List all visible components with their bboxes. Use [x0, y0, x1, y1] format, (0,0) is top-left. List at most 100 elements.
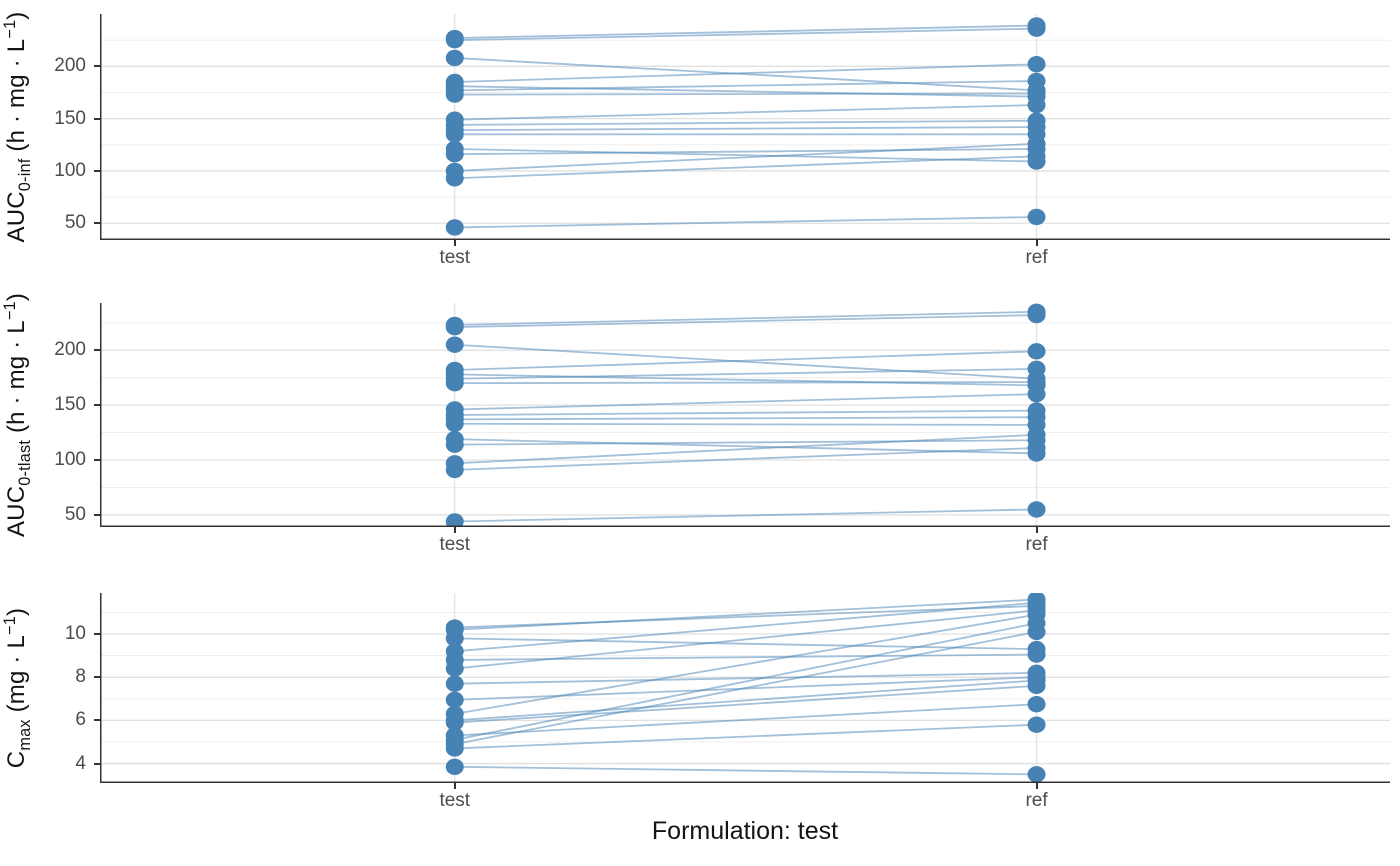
subject-line	[454, 350, 1037, 371]
subject-line	[454, 409, 1037, 416]
subject-line	[454, 684, 1037, 724]
y-title-units: (mg · L	[3, 634, 31, 720]
data-point-test	[445, 415, 464, 432]
data-point-test	[445, 714, 464, 731]
subject-line	[454, 433, 1037, 465]
subject-line	[454, 447, 1037, 471]
x-tick-label-ref: ref	[1025, 534, 1048, 555]
y-axis-title-cmax: Cmax (mg · L−1)	[1, 608, 35, 768]
y-axis-title-column: Cmax (mg · L−1)	[0, 593, 36, 813]
data-point-test	[445, 758, 464, 776]
data-point-test	[445, 691, 464, 709]
plot-svg-auc0tlast	[100, 303, 1390, 527]
y-tick-label: 50	[64, 503, 86, 525]
data-point-ref	[1027, 373, 1046, 391]
data-point-test	[445, 513, 464, 527]
subject-line	[454, 422, 1037, 426]
y-tick-mark	[94, 117, 100, 120]
subject-line	[454, 622, 1037, 741]
subject-line	[454, 104, 1037, 121]
data-point-ref	[1027, 72, 1046, 90]
y-tick-mark	[94, 719, 100, 722]
panel-auc0inf: AUC0-inf (h · mg · L−1) 50 100 150 200 test…	[0, 12, 1400, 270]
panel-auc0tlast: AUC0-tlast (h · mg · L−1) 50 100 150 200 te…	[0, 293, 1400, 557]
data-point-test	[445, 126, 464, 143]
subject-line	[454, 381, 1037, 385]
y-title-units: (h · mg · L	[3, 38, 31, 159]
data-point-ref	[1027, 56, 1046, 73]
data-point-ref	[1027, 439, 1046, 457]
data-point-ref	[1027, 96, 1046, 114]
data-point-ref	[1027, 148, 1046, 165]
x-tick-mark	[453, 783, 456, 789]
subject-line	[454, 80, 1037, 92]
y-tick-label: 10	[64, 623, 86, 645]
y-tick-label: 8	[75, 666, 86, 688]
subject-line	[454, 57, 1037, 92]
data-point-test	[445, 146, 464, 163]
x-tick-mark	[1035, 527, 1038, 533]
y-tick-mark	[94, 349, 100, 352]
y-title-units-close: )	[3, 607, 31, 616]
x-tick-label-test: test	[439, 247, 471, 268]
y-title-prefix: AUC	[3, 485, 31, 538]
y-axis-title-auc0tlast: AUC0-tlast (h · mg · L−1)	[1, 293, 35, 537]
subject-line	[454, 92, 1037, 96]
y-title-subscript: max	[15, 719, 34, 751]
subject-line	[454, 613, 1037, 715]
subject-line	[454, 637, 1037, 651]
y-tick-label: 50	[64, 212, 86, 234]
subject-line	[454, 24, 1037, 39]
y-tick-label: 150	[54, 107, 86, 129]
data-point-test	[445, 461, 464, 479]
subject-line	[454, 630, 1037, 746]
y-title-superscript: −1	[1, 301, 20, 321]
y-tick-label: 200	[54, 339, 86, 361]
data-point-ref	[1027, 20, 1046, 37]
y-tick-mark	[94, 169, 100, 172]
y-tick-mark	[94, 633, 100, 636]
subject-line	[454, 605, 1037, 629]
data-point-test	[445, 318, 464, 336]
x-tick-mark	[1035, 240, 1038, 246]
data-point-test	[445, 619, 464, 636]
y-title-superscript: −1	[1, 19, 20, 39]
subject-line	[454, 367, 1037, 380]
y-tick-label: 6	[75, 709, 86, 731]
data-point-test	[445, 31, 464, 49]
y-title-prefix: AUC	[3, 191, 31, 243]
data-point-test	[445, 49, 464, 67]
plot-column-auc0tlast: test ref	[100, 303, 1390, 557]
subject-line	[454, 671, 1037, 685]
data-point-ref	[1027, 360, 1046, 378]
y-title-units-close: )	[3, 11, 31, 20]
subject-line	[454, 703, 1037, 737]
y-tick-label: 100	[54, 159, 86, 181]
data-point-ref	[1027, 695, 1046, 713]
subject-line	[454, 148, 1037, 156]
y-ticks-auc0tlast: 50 100 150 200	[36, 303, 100, 527]
plot-column-auc0inf: test ref	[100, 14, 1390, 270]
y-axis-title-auc0inf: AUC0-inf (h · mg · L−1)	[1, 12, 35, 243]
y-axis-title-column: AUC0-inf (h · mg · L−1)	[0, 12, 36, 270]
data-point-ref	[1027, 426, 1046, 443]
subject-line	[454, 126, 1037, 132]
x-axis-auc0tlast: test ref	[100, 527, 1390, 557]
y-tick-label: 200	[54, 55, 86, 77]
subject-line	[454, 63, 1037, 83]
x-tick-mark	[453, 240, 456, 246]
y-tick-mark	[94, 65, 100, 68]
data-point-ref	[1027, 306, 1046, 324]
subject-line	[454, 723, 1037, 750]
subject-line	[454, 373, 1037, 387]
x-tick-mark	[1035, 783, 1038, 789]
data-point-ref	[1027, 716, 1046, 733]
subject-line	[454, 216, 1037, 229]
x-tick-label-test: test	[439, 790, 471, 811]
plot-column-cmax: test ref	[100, 593, 1390, 813]
data-point-test	[445, 86, 464, 103]
data-point-test	[445, 219, 464, 236]
subject-line	[454, 142, 1037, 172]
data-point-test	[445, 336, 464, 353]
